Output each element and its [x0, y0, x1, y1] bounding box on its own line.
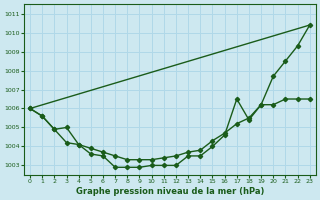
X-axis label: Graphe pression niveau de la mer (hPa): Graphe pression niveau de la mer (hPa)	[76, 187, 264, 196]
